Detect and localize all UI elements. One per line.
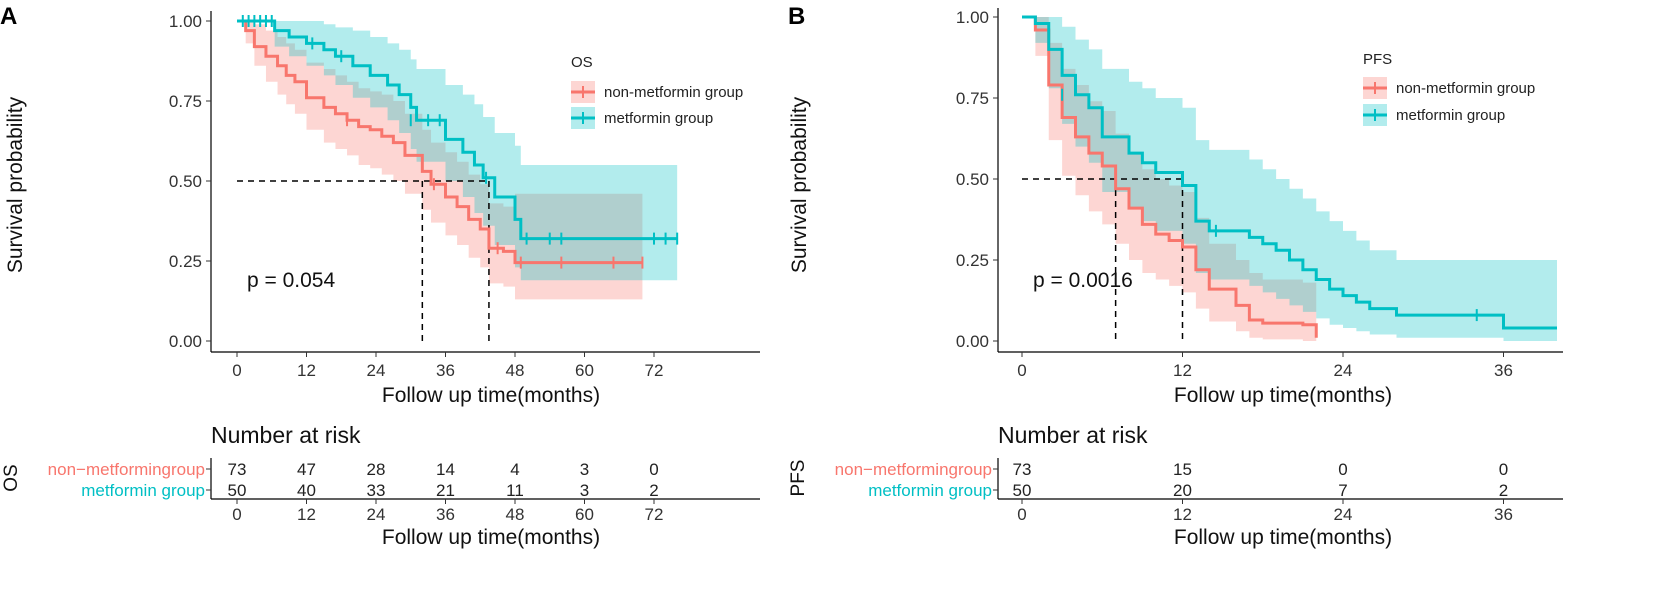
risk-count-metformin-b: 7 — [1338, 481, 1347, 500]
risk-count-non-metformin-b: 0 — [1499, 460, 1508, 479]
legend-label-metformin-b: metformin group — [1396, 107, 1505, 124]
risk-x-tick-label-a: 36 — [436, 505, 455, 524]
x-tick-label-b: 0 — [1017, 361, 1026, 380]
x-tick-label-a: 36 — [436, 361, 455, 380]
risk-count-metformin-a: 2 — [649, 481, 658, 500]
risk-strata-label-b: PFS — [788, 460, 809, 497]
panel-os: A Survival probability Follow up time(mo… — [0, 3, 760, 549]
risk-count-non-metformin-a: 14 — [436, 460, 455, 479]
y-tick-label-a: 0.00 — [169, 332, 202, 351]
risk-x-tick-label-a: 48 — [506, 505, 525, 524]
y-tick-label-a: 1.00 — [169, 12, 202, 31]
x-tick-label-b: 24 — [1334, 361, 1353, 380]
p-value-a: p = 0.054 — [247, 269, 335, 292]
y-tick-label-b: 0.00 — [956, 332, 989, 351]
risk-x-tick-label-b: 36 — [1494, 505, 1513, 524]
risk-count-non-metformin-b: 73 — [1013, 460, 1032, 479]
risk-count-metformin-a: 3 — [580, 481, 589, 500]
y-tick-label-b: 0.50 — [956, 170, 989, 189]
plot-area-b — [1022, 15, 1557, 341]
y-tick-label-b: 1.00 — [956, 8, 989, 27]
risk-row-label-metformin-b: metformin group — [868, 481, 992, 500]
risk-count-non-metformin-a: 4 — [510, 460, 519, 479]
risk-table-title-a: Number at risk — [211, 422, 361, 448]
legend-a: OS non-metformin group metformin group — [571, 54, 743, 129]
risk-table-title-b: Number at risk — [998, 422, 1148, 448]
risk-count-metformin-a: 11 — [506, 481, 524, 500]
plot-area-a — [237, 15, 679, 341]
risk-x-tick-label-b: 24 — [1334, 505, 1353, 524]
y-tick-label-b: 0.75 — [956, 89, 989, 108]
ci-ribbon-non-metformin-a — [237, 21, 643, 300]
y-tick-label-b: 0.25 — [956, 251, 989, 270]
p-value-b: p = 0.0016 — [1033, 269, 1133, 292]
risk-count-non-metformin-b: 0 — [1338, 460, 1347, 479]
risk-row-label-non-metformin-a: non−metformingroup — [48, 460, 205, 479]
risk-count-metformin-a: 50 — [228, 481, 247, 500]
risk-count-non-metformin-a: 73 — [228, 460, 247, 479]
y-tick-label-a: 0.75 — [169, 92, 202, 111]
risk-x-tick-label-a: 12 — [297, 505, 316, 524]
km-curve-non-metformin-b — [1022, 15, 1318, 338]
legend-b: PFS non-metformin group metformin group — [1363, 51, 1535, 126]
x-tick-label-b: 12 — [1173, 361, 1192, 380]
x-tick-label-a: 12 — [297, 361, 316, 380]
y-axis-title-a: Survival probability — [4, 96, 27, 273]
risk-count-metformin-a: 21 — [436, 481, 455, 500]
risk-count-metformin-a: 40 — [297, 481, 316, 500]
x-tick-label-a: 60 — [575, 361, 594, 380]
x-axis-title-b: Follow up time(months) — [1174, 384, 1392, 407]
x-tick-label-b: 36 — [1494, 361, 1513, 380]
panel-tag-a: A — [0, 3, 17, 30]
risk-row-label-non-metformin-b: non−metformingroup — [835, 460, 992, 479]
risk-count-metformin-b: 2 — [1499, 481, 1508, 500]
risk-x-tick-label-a: 60 — [575, 505, 594, 524]
y-tick-label-a: 0.25 — [169, 252, 202, 271]
legend-label-non-metformin-a: non-metformin group — [604, 84, 743, 101]
y-axis-title-b: Survival probability — [788, 96, 811, 273]
y-tick-label-a: 0.50 — [169, 172, 202, 191]
km-curve-non-metformin-a — [237, 19, 643, 265]
legend-label-non-metformin-b: non-metformin group — [1396, 80, 1535, 97]
panel-tag-b: B — [788, 3, 805, 30]
risk-count-non-metformin-a: 0 — [649, 460, 658, 479]
km-curve-metformin-b — [1022, 15, 1557, 330]
risk-count-metformin-b: 50 — [1013, 481, 1032, 500]
x-axis-title-a: Follow up time(months) — [382, 384, 600, 407]
panel-pfs: B Survival probability Follow up time(mo… — [788, 3, 1563, 549]
x-tick-label-a: 48 — [506, 361, 525, 380]
km-curve-metformin-a — [237, 19, 678, 241]
risk-x-tick-label-a: 72 — [645, 505, 664, 524]
x-tick-label-a: 0 — [232, 361, 241, 380]
risk-row-label-metformin-a: metformin group — [81, 481, 205, 500]
ci-ribbon-metformin-a — [237, 21, 678, 281]
risk-strata-label-a: OS — [1, 464, 22, 491]
risk-count-non-metformin-a: 47 — [297, 460, 316, 479]
legend-title-a: OS — [571, 54, 593, 71]
risk-x-tick-label-a: 0 — [232, 505, 241, 524]
risk-x-tick-label-a: 24 — [367, 505, 386, 524]
risk-count-metformin-b: 20 — [1173, 481, 1192, 500]
ci-ribbon-metformin-b — [1022, 17, 1557, 341]
x-tick-label-a: 72 — [645, 361, 664, 380]
risk-count-non-metformin-b: 15 — [1173, 460, 1192, 479]
risk-count-non-metformin-a: 28 — [367, 460, 386, 479]
x-tick-label-a: 24 — [367, 361, 386, 380]
risk-count-metformin-a: 33 — [367, 481, 386, 500]
legend-label-metformin-a: metformin group — [604, 110, 713, 127]
legend-title-b: PFS — [1363, 51, 1392, 68]
risk-x-tick-label-b: 12 — [1173, 505, 1192, 524]
risk-x-axis-title-b: Follow up time(months) — [1174, 526, 1392, 549]
risk-count-non-metformin-a: 3 — [580, 460, 589, 479]
risk-x-tick-label-b: 0 — [1017, 505, 1026, 524]
risk-x-axis-title-a: Follow up time(months) — [382, 526, 600, 549]
